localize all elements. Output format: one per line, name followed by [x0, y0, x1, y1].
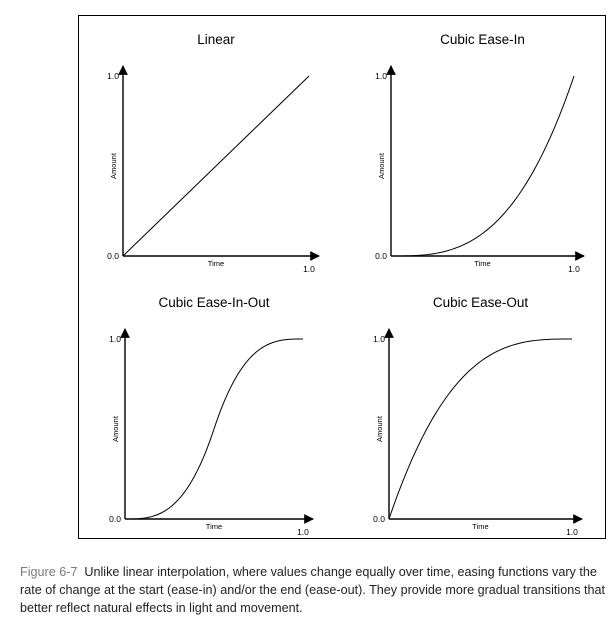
- y-axis-label: Amount: [377, 152, 386, 179]
- y-tick-label-origin: 0.0: [375, 251, 387, 261]
- x-axis-label: Time: [208, 259, 224, 268]
- y-axis-label: Amount: [109, 152, 118, 179]
- figure-caption: Figure 6-7 Unlike linear interpolation, …: [20, 563, 612, 617]
- y-tick-label-top: 1.0: [109, 334, 121, 344]
- y-tick-label-origin: 0.0: [373, 514, 385, 524]
- chart-panel: Cubic Ease-In-Out 1.0 0.0 1.0 Time Amount: [109, 295, 314, 537]
- x-tick-label: 1.0: [568, 264, 580, 274]
- chart-title: Cubic Ease-Out: [433, 295, 529, 310]
- figure-frame: Linear 1.0 0.0 1.0 Time Amount Cubic Ease-In 1.…: [78, 15, 606, 539]
- x-tick-label: 1.0: [303, 264, 315, 274]
- figure-caption-text: Unlike linear interpolation, where value…: [20, 565, 606, 615]
- series-line: [125, 338, 303, 520]
- chart-panel: Linear 1.0 0.0 1.0 Time Amount: [107, 32, 320, 274]
- chart-panel: Cubic Ease-In 1.0 0.0 1.0 Time Amount: [375, 32, 585, 274]
- figure-label: Figure 6-7: [20, 565, 78, 579]
- x-tick-label: 1.0: [297, 527, 309, 537]
- chart-title: Linear: [197, 32, 235, 47]
- y-axis-label: Amount: [375, 415, 384, 442]
- chart-title: Cubic Ease-In-Out: [158, 295, 269, 310]
- y-tick-label-top: 1.0: [373, 334, 385, 344]
- x-tick-label: 1.0: [566, 527, 578, 537]
- chart-panel: Cubic Ease-Out 1.0 0.0 1.0 Time Amount: [373, 295, 583, 537]
- series-line: [388, 338, 572, 520]
- y-tick-label-origin: 0.0: [109, 514, 121, 524]
- y-tick-label-top: 1.0: [375, 71, 387, 81]
- x-axis-label: Time: [206, 522, 222, 531]
- y-tick-label-top: 1.0: [107, 71, 119, 81]
- x-axis-label: Time: [474, 259, 490, 268]
- series-line: [122, 75, 310, 257]
- y-axis-label: Amount: [111, 415, 120, 442]
- series-line: [391, 75, 575, 257]
- y-tick-label-origin: 0.0: [107, 251, 119, 261]
- chart-title: Cubic Ease-In: [440, 32, 525, 47]
- easing-plots: Linear 1.0 0.0 1.0 Time Amount Cubic Ease-In 1.…: [107, 32, 585, 537]
- x-axis-label: Time: [472, 522, 488, 531]
